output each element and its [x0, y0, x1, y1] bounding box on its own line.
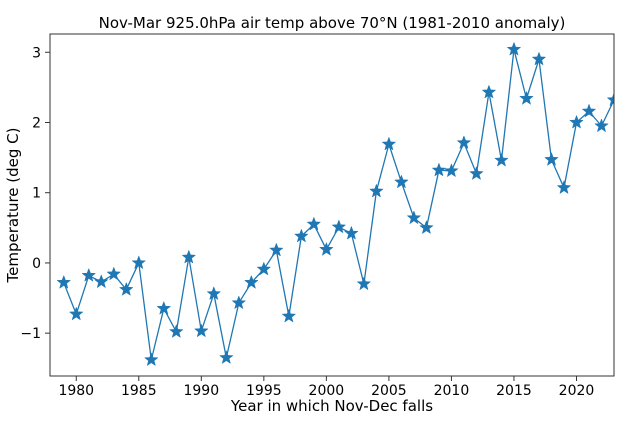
- data-point-1983: [106, 266, 122, 281]
- plot-area: [56, 41, 614, 367]
- data-point-1991: [206, 286, 222, 301]
- x-tick-label: 2000: [309, 383, 345, 399]
- data-point-1986: [143, 352, 159, 367]
- y-tick-label: 0: [32, 256, 41, 272]
- x-tick-label: 1995: [246, 383, 282, 399]
- x-tick-label: 1985: [121, 383, 157, 399]
- data-point-2000: [319, 241, 334, 256]
- x-tick-label: 2010: [434, 383, 470, 399]
- y-tick-label: 1: [32, 186, 41, 202]
- data-point-2017: [531, 51, 547, 66]
- data-point-2013: [481, 84, 497, 99]
- data-point-1997: [281, 308, 297, 323]
- data-point-1982: [93, 274, 109, 289]
- data-point-1984: [118, 281, 134, 296]
- data-point-2009: [431, 162, 447, 177]
- data-point-1989: [181, 249, 197, 264]
- x-tick-label: 2005: [371, 383, 407, 399]
- data-point-2006: [394, 174, 409, 189]
- data-point-1998: [294, 228, 309, 243]
- x-axis-label: Year in which Nov-Dec falls: [230, 397, 433, 415]
- axes-frame: [49, 33, 615, 377]
- data-point-2007: [406, 210, 422, 225]
- x-tick-label: 2015: [496, 383, 532, 399]
- data-point-2003: [356, 276, 372, 291]
- data-point-1985: [131, 255, 147, 270]
- data-point-2012: [469, 165, 484, 180]
- data-point-2005: [381, 136, 397, 151]
- chart-title: Nov-Mar 925.0hPa air temp above 70°N (19…: [99, 14, 566, 32]
- data-point-1993: [231, 295, 247, 310]
- data-point-2015: [506, 41, 522, 56]
- data-point-2022: [594, 118, 609, 133]
- y-tick-label: 3: [32, 45, 41, 61]
- data-point-2021: [581, 103, 597, 118]
- data-point-2011: [456, 135, 472, 150]
- data-point-2014: [494, 152, 509, 167]
- y-tick-label: −1: [20, 326, 41, 342]
- x-tick-label: 1990: [183, 383, 219, 399]
- data-point-1988: [168, 324, 184, 338]
- data-point-2020: [569, 114, 584, 129]
- data-point-1996: [269, 242, 284, 257]
- data-point-2016: [519, 90, 534, 105]
- data-point-2018: [544, 151, 559, 166]
- data-point-2004: [369, 183, 384, 198]
- data-point-1981: [81, 267, 97, 282]
- data-point-1980: [68, 306, 84, 321]
- data-point-2001: [331, 219, 347, 234]
- data-point-1999: [306, 216, 322, 231]
- y-tick-label: 2: [32, 115, 41, 131]
- data-point-1995: [256, 261, 272, 276]
- data-point-2002: [344, 225, 359, 240]
- data-point-1987: [156, 300, 172, 315]
- series-line: [63, 49, 614, 361]
- data-point-2023: [606, 92, 614, 107]
- data-point-1990: [194, 323, 209, 338]
- data-point-2019: [556, 180, 572, 195]
- data-point-2010: [444, 163, 459, 178]
- data-point-1979: [56, 274, 72, 289]
- data-point-1994: [244, 274, 259, 289]
- data-point-1992: [219, 349, 234, 364]
- x-tick-label: 1980: [58, 383, 94, 399]
- y-axis-label: Temperature (deg C): [4, 127, 22, 283]
- data-point-2008: [419, 220, 434, 235]
- x-tick-label: 2020: [559, 383, 595, 399]
